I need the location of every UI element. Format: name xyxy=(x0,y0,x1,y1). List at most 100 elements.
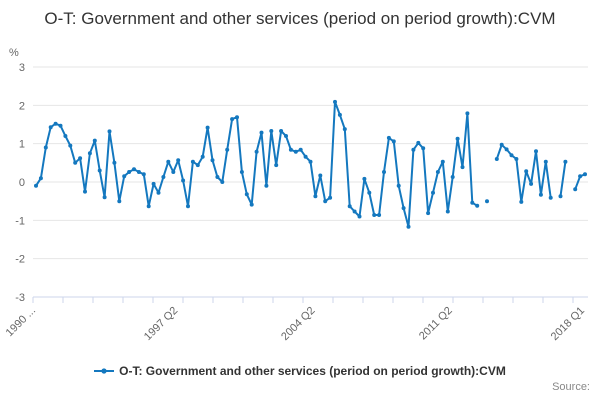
data-point-marker[interactable] xyxy=(274,163,279,168)
data-point-marker[interactable] xyxy=(58,123,63,128)
data-point-marker[interactable] xyxy=(293,149,298,154)
data-point-marker[interactable] xyxy=(372,213,377,217)
data-point-marker[interactable] xyxy=(205,125,210,130)
data-point-marker[interactable] xyxy=(181,178,186,183)
data-point-marker[interactable] xyxy=(435,170,440,174)
data-point-marker[interactable] xyxy=(377,213,382,217)
data-point-marker[interactable] xyxy=(254,149,259,154)
data-point-marker[interactable] xyxy=(391,139,396,144)
data-point-marker[interactable] xyxy=(43,145,48,150)
data-point-marker[interactable] xyxy=(563,159,568,164)
data-point-marker[interactable] xyxy=(333,99,337,104)
data-point-marker[interactable] xyxy=(215,175,220,179)
data-point-marker[interactable] xyxy=(578,174,583,179)
data-point-marker[interactable] xyxy=(83,189,87,194)
series-line[interactable] xyxy=(559,160,567,198)
data-point-marker[interactable] xyxy=(87,151,92,156)
data-point-marker[interactable] xyxy=(426,211,431,216)
data-point-marker[interactable] xyxy=(357,214,362,219)
data-point-marker[interactable] xyxy=(455,136,460,141)
series-line[interactable] xyxy=(495,143,552,203)
legend-item[interactable]: O-T: Government and other services (peri… xyxy=(94,364,506,378)
data-point-marker[interactable] xyxy=(514,157,519,161)
data-point-marker[interactable] xyxy=(352,209,357,214)
data-point-marker[interactable] xyxy=(519,199,524,204)
data-point-marker[interactable] xyxy=(342,127,347,132)
data-point-marker[interactable] xyxy=(225,147,230,152)
data-point-marker[interactable] xyxy=(475,203,480,208)
data-point-marker[interactable] xyxy=(63,134,68,138)
data-point-marker[interactable] xyxy=(323,199,328,204)
data-point-marker[interactable] xyxy=(485,199,489,204)
data-point-marker[interactable] xyxy=(146,204,151,209)
data-point-marker[interactable] xyxy=(298,147,303,152)
data-point-marker[interactable] xyxy=(406,224,411,229)
data-point-marker[interactable] xyxy=(548,195,553,200)
data-point-marker[interactable] xyxy=(136,170,141,174)
data-point-marker[interactable] xyxy=(239,170,244,174)
data-point-marker[interactable] xyxy=(230,117,235,122)
data-point-marker[interactable] xyxy=(102,195,107,200)
data-point-marker[interactable] xyxy=(382,170,386,174)
data-point-marker[interactable] xyxy=(161,175,166,179)
data-point-marker[interactable] xyxy=(494,157,499,161)
data-series[interactable] xyxy=(34,99,587,229)
data-point-marker[interactable] xyxy=(460,165,465,170)
data-point-marker[interactable] xyxy=(284,134,288,138)
data-point-marker[interactable] xyxy=(362,176,367,181)
data-point-marker[interactable] xyxy=(73,160,78,165)
data-point-marker[interactable] xyxy=(78,156,83,161)
data-point-marker[interactable] xyxy=(303,154,308,159)
data-point-marker[interactable] xyxy=(465,111,470,116)
data-point-marker[interactable] xyxy=(48,125,53,130)
data-point-marker[interactable] xyxy=(190,159,195,164)
data-point-marker[interactable] xyxy=(431,190,435,195)
data-point-marker[interactable] xyxy=(524,169,529,174)
data-point-marker[interactable] xyxy=(112,160,117,165)
data-point-marker[interactable] xyxy=(538,192,543,197)
data-point-marker[interactable] xyxy=(396,183,401,188)
data-point-marker[interactable] xyxy=(421,146,426,151)
data-point-marker[interactable] xyxy=(151,181,156,186)
data-point-marker[interactable] xyxy=(308,159,313,164)
data-point-marker[interactable] xyxy=(318,173,323,178)
data-point-marker[interactable] xyxy=(122,174,127,179)
data-point-marker[interactable] xyxy=(543,159,548,164)
data-point-marker[interactable] xyxy=(279,129,284,133)
data-point-marker[interactable] xyxy=(529,181,534,186)
data-point-marker[interactable] xyxy=(288,147,293,152)
data-point-marker[interactable] xyxy=(509,153,514,158)
data-point-marker[interactable] xyxy=(470,200,475,205)
data-point-marker[interactable] xyxy=(117,199,122,204)
data-point-marker[interactable] xyxy=(132,167,136,172)
data-point-marker[interactable] xyxy=(97,168,102,173)
data-point-marker[interactable] xyxy=(401,206,406,211)
data-point-marker[interactable] xyxy=(440,159,445,164)
data-point-marker[interactable] xyxy=(573,187,578,192)
data-point-marker[interactable] xyxy=(450,175,455,179)
data-point-marker[interactable] xyxy=(141,172,146,177)
data-point-marker[interactable] xyxy=(220,180,225,184)
data-point-marker[interactable] xyxy=(195,163,200,168)
data-point-marker[interactable] xyxy=(445,209,450,214)
data-point-marker[interactable] xyxy=(347,204,352,209)
data-point-marker[interactable] xyxy=(171,170,176,174)
data-point-marker[interactable] xyxy=(269,129,274,133)
data-point-marker[interactable] xyxy=(200,154,205,159)
data-point-marker[interactable] xyxy=(259,130,264,135)
data-point-marker[interactable] xyxy=(558,194,563,199)
data-point-marker[interactable] xyxy=(367,190,372,195)
data-point-marker[interactable] xyxy=(53,121,58,126)
data-point-marker[interactable] xyxy=(411,147,416,152)
data-point-marker[interactable] xyxy=(34,183,38,188)
data-point-marker[interactable] xyxy=(249,202,254,207)
data-point-marker[interactable] xyxy=(166,159,171,164)
data-point-marker[interactable] xyxy=(186,204,190,209)
data-point-marker[interactable] xyxy=(107,129,112,134)
data-point-marker[interactable] xyxy=(583,172,587,177)
data-point-marker[interactable] xyxy=(68,143,73,148)
data-point-marker[interactable] xyxy=(328,195,333,200)
data-point-marker[interactable] xyxy=(337,112,342,117)
data-point-marker[interactable] xyxy=(127,170,132,174)
